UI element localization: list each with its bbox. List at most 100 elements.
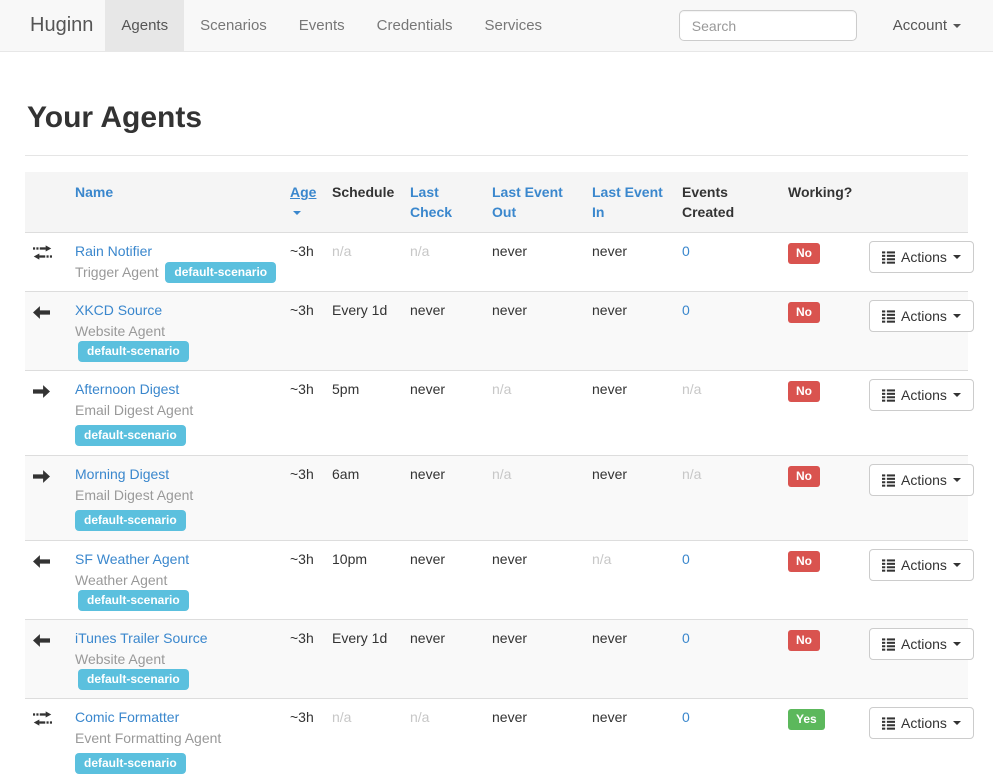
caret-down-icon (953, 642, 961, 646)
schedule-cell: 5pm (330, 371, 408, 456)
actions-button[interactable]: Actions (869, 707, 974, 739)
events-created-cell: n/a (680, 371, 786, 456)
table-header-row: Name Age Schedule Last Check Last Event … (25, 172, 968, 233)
column-header-last-event-out[interactable]: Last Event Out (490, 172, 590, 233)
scenario-badge[interactable]: default-scenario (75, 753, 186, 774)
events-count-link[interactable]: 0 (682, 551, 690, 567)
column-header-working: Working? (786, 172, 861, 233)
schedule-cell: n/a (330, 233, 408, 292)
brand-link[interactable]: Huginn (0, 0, 105, 51)
events-count-link[interactable]: 0 (682, 630, 690, 646)
last-event-in-cell: never (590, 456, 680, 541)
scenario-badge[interactable]: default-scenario (75, 510, 186, 531)
age-cell: ~3h (288, 292, 330, 371)
agent-type-label: Website Agent (75, 651, 165, 667)
direction-cell (25, 233, 67, 292)
actions-button-label: Actions (901, 386, 947, 404)
column-header-age[interactable]: Age (288, 172, 330, 233)
agent-type-label: Website Agent (75, 323, 165, 339)
events-count-link: n/a (682, 466, 701, 482)
nav-item-credentials[interactable]: Credentials (361, 0, 469, 51)
direction-cell (25, 292, 67, 371)
scenario-badge[interactable]: default-scenario (78, 341, 189, 362)
last-event-out-cell: never (490, 699, 590, 783)
scenario-badge[interactable]: default-scenario (75, 425, 186, 446)
actions-cell: Actions (861, 371, 968, 456)
nav-item-services[interactable]: Services (469, 0, 559, 51)
agents-table: Name Age Schedule Last Check Last Event … (25, 172, 968, 783)
name-cell: Comic Formatter Event Formatting Agent d… (67, 699, 288, 783)
last-event-in-cell: never (590, 292, 680, 371)
caret-down-icon (953, 478, 961, 482)
last-event-in-cell: n/a (590, 541, 680, 620)
name-cell: Rain Notifier Trigger Agent default-scen… (67, 233, 288, 292)
agent-name-link[interactable]: Morning Digest (75, 466, 169, 482)
agent-name-link[interactable]: Afternoon Digest (75, 381, 179, 397)
working-badge: No (788, 243, 820, 264)
last-check-cell: n/a (408, 699, 490, 783)
agent-name-link[interactable]: Rain Notifier (75, 243, 152, 259)
column-header-name-label: Name (75, 184, 113, 200)
agent-name-link[interactable]: iTunes Trailer Source (75, 630, 208, 646)
direction-cell (25, 699, 67, 783)
column-header-name[interactable]: Name (67, 172, 288, 233)
agent-name-link[interactable]: SF Weather Agent (75, 551, 189, 567)
search-input[interactable] (679, 10, 857, 41)
working-cell: No (786, 620, 861, 699)
last-check-cell: never (408, 292, 490, 371)
name-cell: Morning Digest Email Digest Agent defaul… (67, 456, 288, 541)
events-count-link[interactable]: 0 (682, 302, 690, 318)
nav-item-scenarios[interactable]: Scenarios (184, 0, 283, 51)
working-badge: No (788, 551, 820, 572)
scenario-badge[interactable]: default-scenario (165, 262, 276, 283)
actions-button-label: Actions (901, 635, 947, 653)
nav-item-agents[interactable]: Agents (105, 0, 184, 51)
table-spacer (25, 156, 968, 172)
scenario-badge[interactable]: default-scenario (78, 669, 189, 690)
list-icon (882, 310, 895, 323)
actions-button[interactable]: Actions (869, 628, 974, 660)
scenario-badge[interactable]: default-scenario (78, 590, 189, 611)
account-menu[interactable]: Account (893, 17, 961, 34)
events-count-link[interactable]: 0 (682, 709, 690, 725)
left-arrow-icon (33, 555, 50, 568)
direction-cell (25, 456, 67, 541)
schedule-cell: 6am (330, 456, 408, 541)
sort-desc-caret-icon (293, 211, 301, 215)
actions-button[interactable]: Actions (869, 379, 974, 411)
last-event-in-cell: never (590, 233, 680, 292)
column-header-age-label: Age (290, 184, 316, 200)
agent-name-link[interactable]: Comic Formatter (75, 709, 179, 725)
direction-cell (25, 620, 67, 699)
agent-type-label: Event Formatting Agent (75, 730, 221, 746)
left-arrow-icon (33, 634, 50, 647)
column-header-last-check[interactable]: Last Check (408, 172, 490, 233)
table-row: Rain Notifier Trigger Agent default-scen… (25, 233, 968, 292)
agent-name-link[interactable]: XKCD Source (75, 302, 162, 318)
column-header-actions (861, 172, 968, 233)
column-header-last-event-in-label: Last Event In (592, 184, 663, 220)
last-check-cell: never (408, 371, 490, 456)
caret-down-icon (953, 314, 961, 318)
actions-button-label: Actions (901, 248, 947, 266)
events-count-link[interactable]: 0 (682, 243, 690, 259)
list-icon (882, 717, 895, 730)
column-header-last-event-in[interactable]: Last Event In (590, 172, 680, 233)
agents-table-body: Rain Notifier Trigger Agent default-scen… (25, 233, 968, 783)
working-badge: No (788, 630, 820, 651)
actions-cell: Actions (861, 541, 968, 620)
actions-button[interactable]: Actions (869, 464, 974, 496)
table-row: Afternoon Digest Email Digest Agent defa… (25, 371, 968, 456)
actions-button[interactable]: Actions (869, 549, 974, 581)
agent-type-label: Weather Agent (75, 572, 167, 588)
age-cell: ~3h (288, 699, 330, 783)
actions-button[interactable]: Actions (869, 300, 974, 332)
column-header-schedule: Schedule (330, 172, 408, 233)
working-cell: No (786, 292, 861, 371)
last-event-out-cell: n/a (490, 371, 590, 456)
actions-button[interactable]: Actions (869, 241, 974, 273)
last-event-in-cell: never (590, 699, 680, 783)
nav-item-events[interactable]: Events (283, 0, 361, 51)
direction-cell (25, 541, 67, 620)
schedule-cell: Every 1d (330, 292, 408, 371)
